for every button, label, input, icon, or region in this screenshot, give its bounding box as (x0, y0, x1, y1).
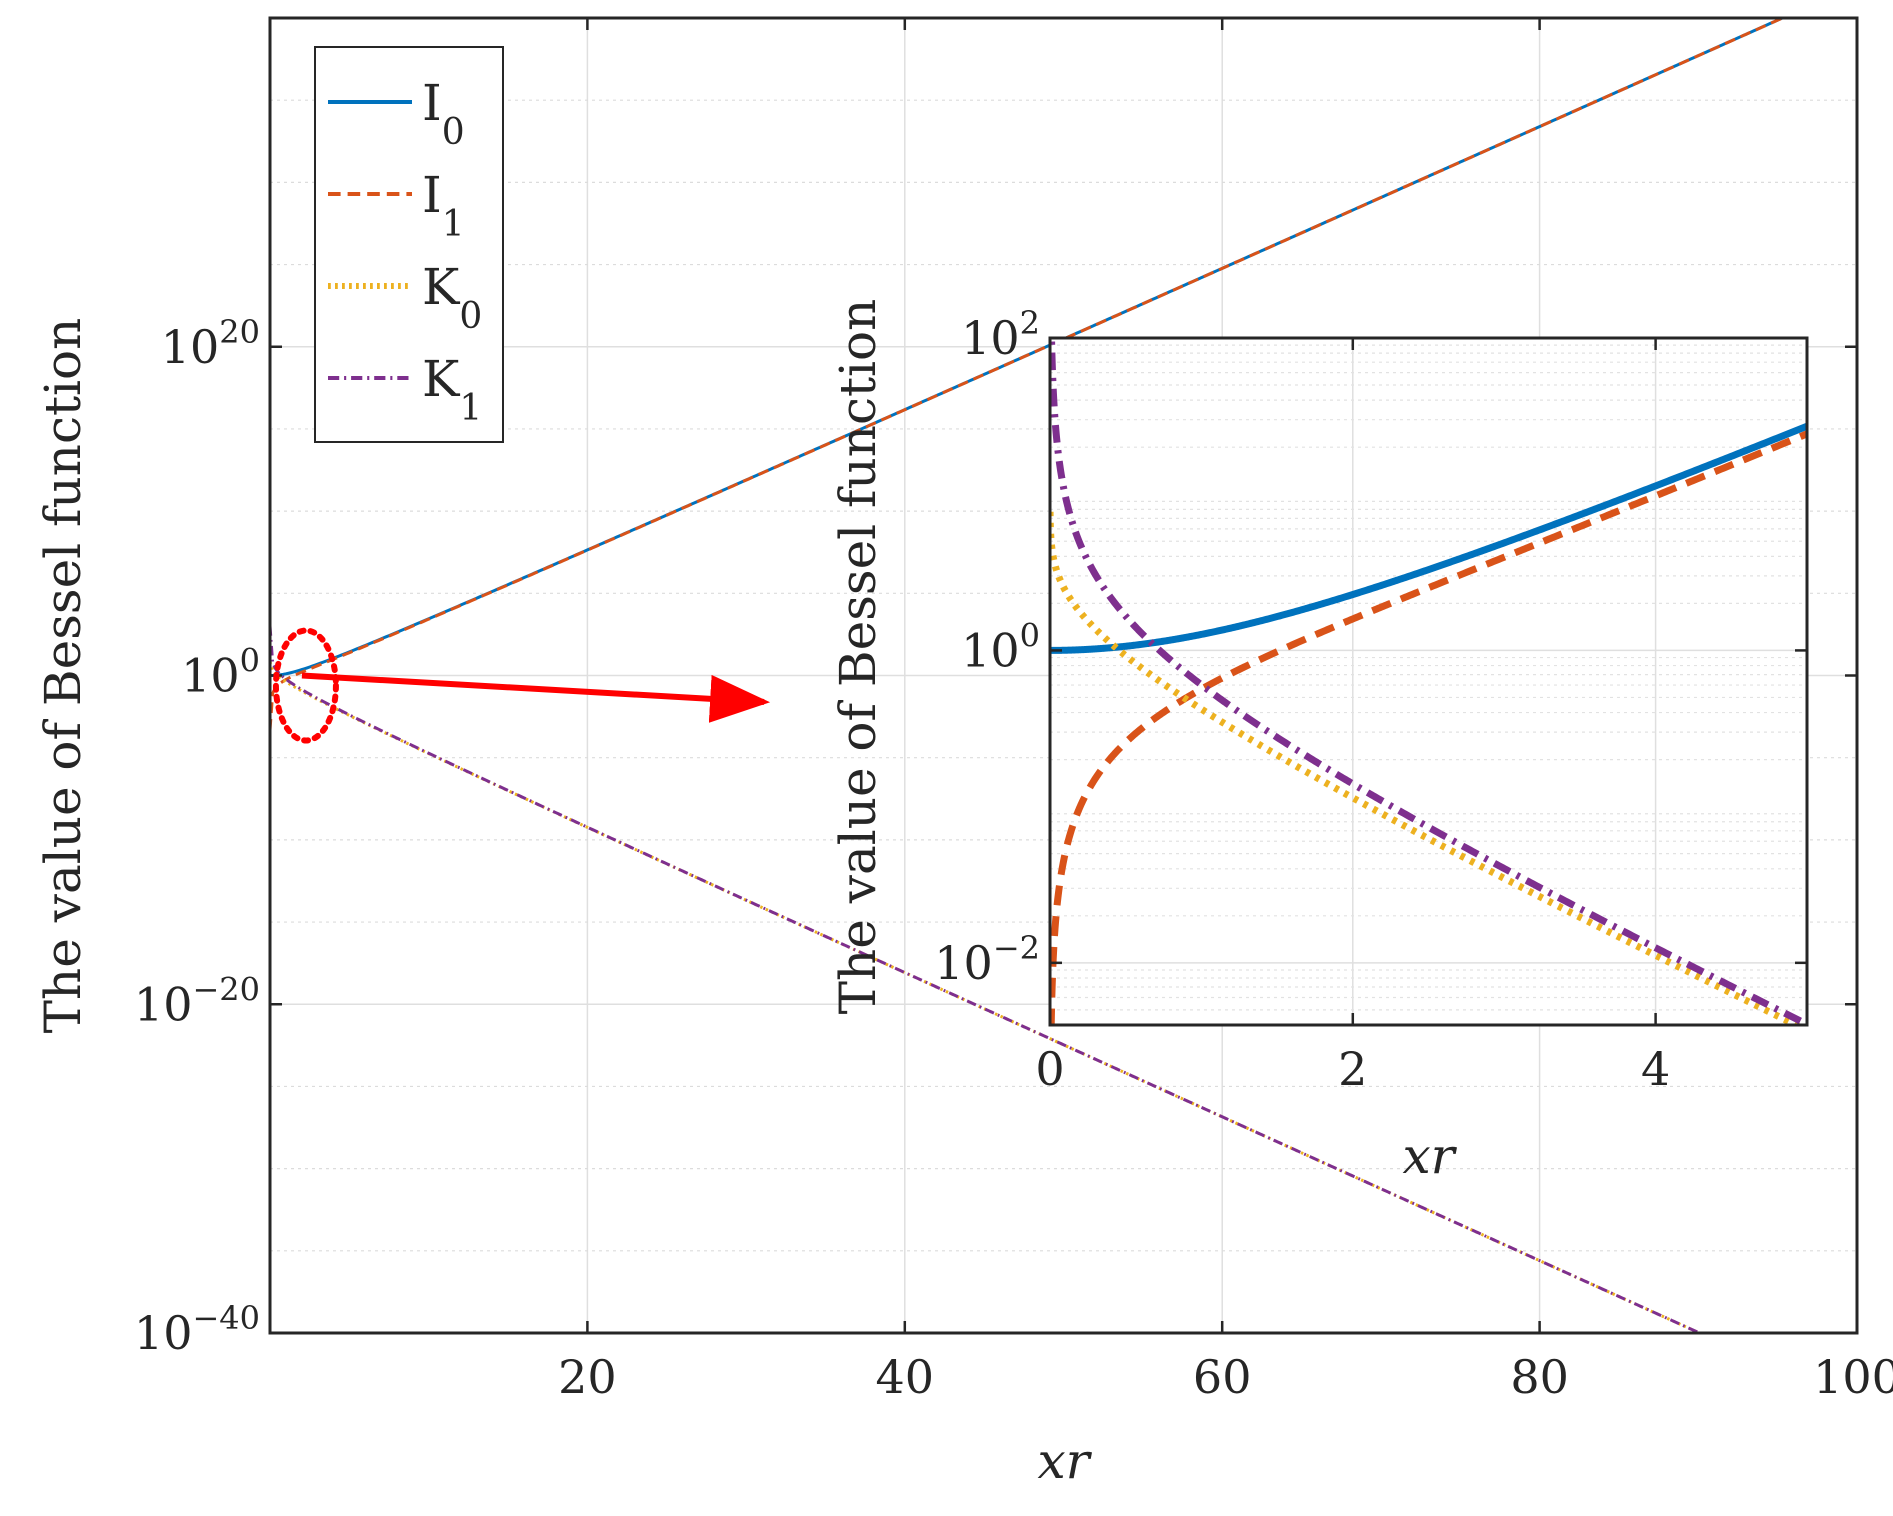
inset-tick-labels: 0 2 4 102 100 10−2 (934, 304, 1807, 1096)
inset-series-I1 (1050, 430, 1807, 1025)
main-y-tick-label: 10−20 (134, 970, 260, 1031)
main-y-tick-label: 10−40 (134, 1299, 260, 1360)
inset-axes-frame (1048, 336, 1809, 1027)
main-x-tick-label: 40 (876, 1350, 935, 1404)
main-x-tick-label: 100 (1813, 1350, 1893, 1404)
inset-plot-area (1050, 338, 1807, 1025)
zoom-arrow (301, 672, 771, 723)
zoom-ellipse (272, 627, 339, 744)
legend-label-K0: K0 (422, 258, 482, 337)
inset-x-tick-label: 2 (1338, 1042, 1367, 1096)
inset-series-I0 (1050, 422, 1807, 654)
main-x-axis-label: xr (1037, 1432, 1092, 1490)
legend-label-I1: I1 (422, 166, 465, 245)
inset-x-axis-label: xr (1402, 1127, 1457, 1185)
legend-label-K1: K1 (422, 350, 482, 429)
inset-x-tick-label: 0 (1035, 1042, 1064, 1096)
main-y-tick-label: 1020 (161, 313, 260, 374)
inset-y-tick-label: 10−2 (934, 929, 1040, 990)
main-x-tick-label: 60 (1193, 1350, 1252, 1404)
inset-series-K0 (1050, 508, 1804, 1025)
legend-box (314, 46, 504, 443)
main-series-I1 (270, 18, 1787, 730)
inset-x-tick-label: 4 (1641, 1042, 1670, 1096)
main-x-tick-label: 20 (558, 1350, 617, 1404)
main-annotations (272, 627, 771, 744)
legend-label-I0: I0 (422, 74, 465, 153)
main-series-K0 (270, 661, 1704, 1333)
inset-y-tick-label: 100 (961, 616, 1040, 677)
inset-y-tick-label: 102 (961, 304, 1040, 365)
main-y-axis-label: The value of Bessel function (34, 318, 92, 1034)
main-series-K1 (270, 626, 1704, 1333)
legend: I0 I1 K0 K1 (314, 46, 504, 443)
inset-grid (1049, 337, 1807, 1025)
main-y-tick-label: 100 (181, 642, 260, 703)
main-x-tick-label: 80 (1510, 1350, 1569, 1404)
inset-y-axis-label: The value of Bessel function (829, 299, 887, 1015)
inset-chart: 0 2 4 102 100 10−2 xr The value of Bessel funct… (829, 299, 1809, 1185)
inset-series (1050, 338, 1807, 1025)
